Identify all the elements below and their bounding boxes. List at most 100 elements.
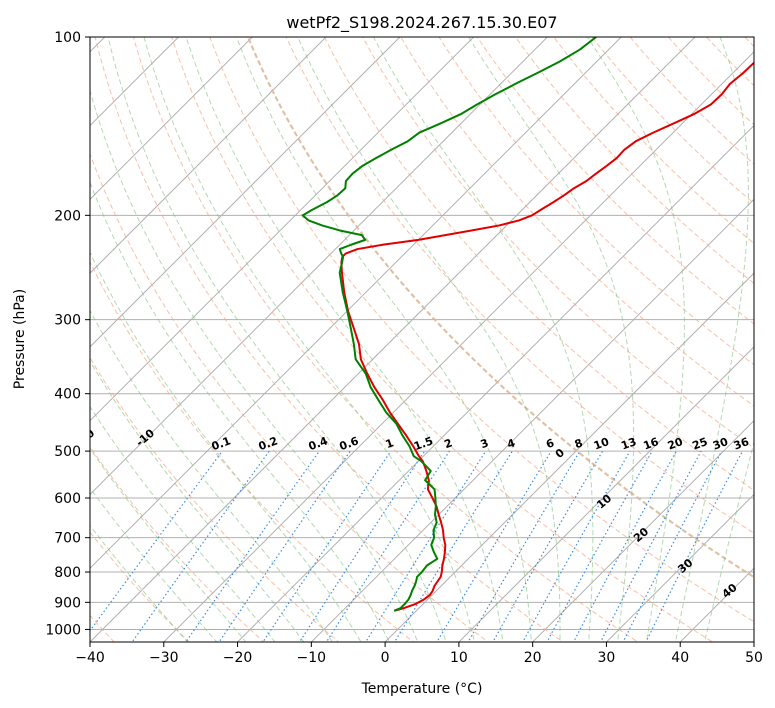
dry-adiabat: [171, 37, 714, 642]
dry-adiabat: [90, 531, 190, 642]
isotherm-line: [90, 37, 254, 201]
mixing-ratio-line: [218, 450, 351, 642]
isotherm-line: [458, 346, 754, 642]
dry-adiabat: [438, 37, 754, 366]
mixing-ratio-line: [622, 450, 723, 642]
dry-adiabats: [90, 37, 754, 642]
dry-adiabat: [323, 37, 754, 491]
isotherm-line: [90, 37, 549, 496]
x-axis-ticks: −40 −30 −20 −10 0 10 20 30 40 50: [75, 642, 763, 666]
moist-adiabat: [372, 37, 594, 642]
dry-adiabat: [94, 37, 564, 642]
mixing-ratio-label: 13: [619, 435, 638, 452]
moist-adiabat: [704, 440, 754, 642]
isotherm-line: [90, 37, 401, 348]
dry-adiabat: [400, 37, 754, 407]
moist-adiabat: [235, 37, 532, 642]
mixing-ratio-line: [393, 450, 513, 642]
mixing-ratio-label: 0.4: [307, 434, 330, 453]
isotherm-line: [531, 419, 754, 642]
x-tick-label: 30: [598, 650, 616, 666]
grid-lines: [90, 37, 754, 642]
dry-adiabat: [209, 37, 754, 623]
mixing-ratio-line: [546, 450, 653, 642]
moist-adiabat: [586, 37, 685, 642]
isopleth-labels: 0.10.20.40.611.52346810131620253036-100-…: [0, 379, 751, 601]
isotherm-line: [310, 198, 754, 642]
x-axis-label: Temperature (°C): [361, 681, 483, 697]
mixing-ratio-label: 30: [711, 435, 730, 453]
x-tick-label: −20: [223, 650, 253, 666]
mixing-ratio-line: [298, 450, 426, 642]
moist-adiabats: [90, 37, 754, 642]
y-tick-label: 900: [54, 595, 81, 611]
dry-adiabat-label: -30: [0, 379, 11, 402]
dry-adiabat: [132, 37, 639, 642]
moist-adiabat: [297, 37, 561, 642]
y-tick-label: 600: [54, 491, 81, 507]
dry-adiabat: [90, 446, 265, 642]
mixing-ratio-label: 1: [384, 436, 396, 451]
moist-adiabat: [143, 37, 475, 642]
x-tick-label: −40: [75, 650, 105, 666]
mixing-ratio-label: 4: [505, 436, 517, 451]
dry-adiabat: [553, 37, 754, 245]
mixing-ratio-label: 25: [691, 435, 710, 452]
dry-adiabat: [591, 37, 754, 205]
dry-adiabat: [247, 37, 754, 578]
moist-adiabat: [467, 37, 635, 642]
mixing-ratio-line: [90, 450, 223, 632]
moist-adiabat: [90, 524, 189, 642]
mixing-ratio-label: 6: [544, 436, 556, 451]
x-tick-label: −10: [297, 650, 327, 666]
mixing-ratio-label: 36: [732, 435, 751, 453]
isotherm-line: [753, 641, 754, 642]
moist-adiabat: [90, 251, 362, 642]
isotherm-line: [236, 124, 754, 642]
isotherm-line: [163, 51, 754, 642]
mixing-ratio-label: 20: [666, 435, 685, 453]
sounding-series: [301, 37, 754, 612]
mixing-ratio-label: 3: [479, 436, 491, 451]
isotherm-line: [90, 37, 696, 642]
mixing-ratio-label: 10: [592, 435, 611, 453]
mixing-ratio-line: [131, 450, 270, 642]
moist-adiabat: [107, 37, 447, 642]
moist-adiabat: [90, 360, 305, 642]
mixing-ratio-line: [599, 450, 702, 642]
y-tick-label: 100: [54, 30, 81, 46]
isotherm-line: [90, 37, 475, 422]
x-tick-label: 40: [671, 650, 689, 666]
x-tick-label: 50: [745, 650, 763, 666]
moist-adiabat: [90, 181, 390, 642]
moist-adiabat: [674, 37, 749, 642]
mixing-ratio-line: [436, 450, 552, 642]
moist-adiabat-label: 40: [720, 581, 740, 601]
mixing-ratio-line: [185, 450, 320, 642]
dry-adiabat: [362, 37, 754, 449]
mixing-ratio-label: 0.1: [210, 434, 233, 453]
moist-adiabat-label: 20: [631, 525, 651, 545]
moist-adiabat-label: 0: [553, 446, 567, 461]
mixing-ratio-line: [645, 450, 744, 642]
y-tick-label: 800: [54, 565, 81, 581]
chart-title: wetPf2_S198.2024.267.15.30.E07: [286, 13, 557, 33]
y-axis-ticks: 1000 900 800 700 600 500 400 300 200 100: [45, 30, 90, 638]
mixing-ratio-line: [492, 450, 604, 642]
y-tick-label: 200: [54, 208, 81, 224]
x-tick-label: −30: [149, 650, 179, 666]
plot-frame: [89, 36, 755, 643]
y-axis-label: Pressure (hPa): [12, 289, 28, 389]
dry-adiabat-label: -20: [74, 426, 98, 449]
dry-adiabat: [285, 37, 754, 534]
moist-adiabat-label: 10: [594, 492, 614, 512]
isotherm-line: [384, 272, 754, 642]
y-tick-label: 300: [54, 313, 81, 329]
x-tick-label: 10: [450, 650, 468, 666]
reference-adiabat: [246, 37, 754, 579]
dry-adiabat: [90, 152, 490, 642]
dewpoint-line: [301, 37, 597, 612]
temperature-line: [340, 61, 754, 612]
dry-adiabat: [514, 37, 754, 285]
